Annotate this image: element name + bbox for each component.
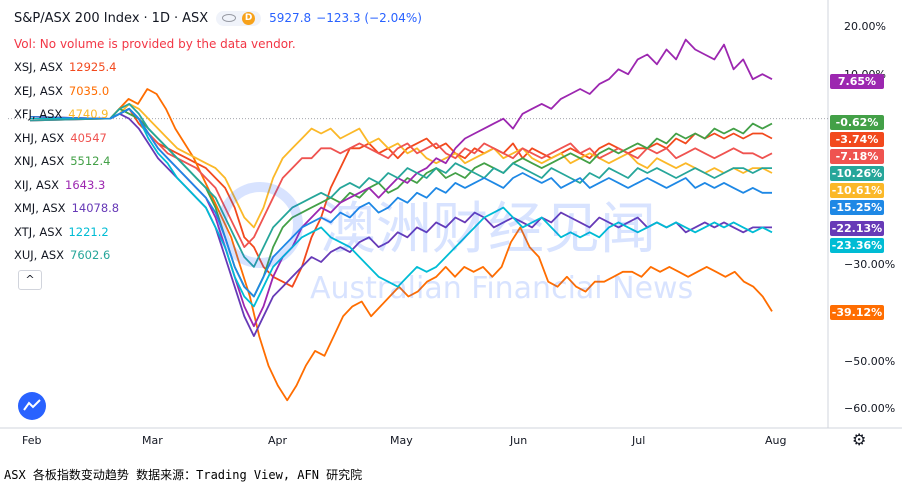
series-line-5 [109, 107, 773, 298]
series-line-1 [109, 107, 773, 288]
x-tick-label: May [390, 434, 413, 447]
price-chart [0, 0, 902, 429]
legend-item[interactable]: XMJ, ASX 14078.8 [14, 201, 119, 215]
legend-symbol: XUJ, ASX [14, 248, 65, 262]
series-line-8 [109, 107, 773, 308]
series-line-3 [109, 103, 773, 229]
last-value-tag: -7.18% [830, 148, 884, 164]
legend-value: 7602.6 [70, 248, 111, 262]
series-line-10 [109, 107, 772, 298]
gear-icon[interactable]: ⚙ [852, 430, 867, 449]
cloud-icon [23, 399, 41, 411]
legend-value: 5512.4 [70, 154, 111, 168]
legend-symbol: XIJ, ASX [14, 177, 60, 192]
legend-item[interactable]: XUJ, ASX 7602.6 [14, 248, 110, 262]
legend-symbol: XFJ, ASX [14, 107, 63, 121]
legend-item[interactable]: XNJ, ASX 5512.4 [14, 154, 110, 168]
legend-value: 12925.4 [68, 60, 117, 74]
legend-symbol: XEJ, ASX [14, 83, 63, 98]
separator: · [143, 10, 148, 26]
delayed-badge: D [242, 11, 256, 25]
legend-item[interactable]: XFJ, ASX 4740.9 [14, 107, 109, 121]
series-line-4 [109, 107, 773, 249]
tradingview-logo-button[interactable] [18, 392, 46, 420]
collapse-legend-button[interactable]: ^ [18, 270, 42, 290]
last-value-tag: -39.12% [830, 304, 884, 320]
legend-value: 1643.3 [65, 177, 106, 192]
interval-label[interactable]: 1D [151, 10, 170, 26]
y-tick-label: −50.00% [844, 355, 896, 368]
last-value-tag: -15.25% [830, 199, 884, 215]
exchange-label: ASX [182, 10, 209, 26]
volume-note: Vol: No volume is provided by the data v… [14, 37, 296, 51]
last-value-tag: 7.65% [830, 73, 884, 89]
x-tick-label: Jun [510, 434, 528, 447]
legend-symbol: XTJ, ASX [14, 224, 63, 239]
y-tick-label: 20.00% [844, 20, 886, 33]
y-tick-label: −30.00% [844, 258, 896, 271]
legend-value: 7035.0 [68, 83, 110, 98]
series-line-6 [109, 38, 773, 328]
x-tick-label: Apr [268, 434, 288, 447]
legend-value: 40547 [70, 130, 107, 145]
series-line-9 [109, 103, 772, 268]
last-value-tag: -22.13% [830, 221, 884, 237]
separator: · [173, 10, 179, 26]
x-tick-label: Jul [632, 434, 646, 447]
last-value-tag: -0.62% [830, 114, 884, 130]
x-tick-label: Aug [765, 434, 787, 447]
last-value-tag: -10.61% [830, 182, 884, 198]
last-value-tag: -3.74% [830, 131, 884, 147]
chart-area: 澳洲财经见闻 Australian Financial News S&P/ASX… [0, 0, 902, 449]
legend-item[interactable]: XEJ, ASX 7035.0 [14, 84, 109, 98]
legend-symbol: XNJ, ASX [14, 154, 65, 168]
legend-item[interactable]: XHJ, ASX 40547 [14, 131, 107, 145]
legend-symbol: XMJ, ASX [14, 201, 66, 215]
legend-item[interactable]: XSJ, ASX 12925.4 [14, 60, 117, 74]
chevron-up-icon: ^ [25, 273, 35, 286]
series-lead-10 [29, 115, 111, 120]
chart-header: S&P/ASX 200 Index · 1D · ASX D 5927.8 −1… [14, 8, 422, 28]
figure-caption: ASX 各板指数变动趋势 数据来源：Trading View, AFN 研究院 [4, 468, 363, 482]
legend-item[interactable]: XIJ, ASX 1643.3 [14, 178, 105, 192]
legend-item[interactable]: XTJ, ASX 1221.2 [14, 225, 109, 239]
series-line-2 [109, 88, 773, 402]
legend-value: 4740.9 [68, 107, 109, 121]
last-value-tag: -10.26% [830, 165, 884, 181]
x-tick-label: Feb [22, 434, 42, 447]
eye-icon[interactable] [222, 14, 237, 22]
last-value-tag: -23.36% [830, 238, 884, 254]
legend-symbol: XHJ, ASX [14, 130, 65, 145]
legend-symbol: XSJ, ASX [14, 60, 63, 74]
price-change: −123.3 (−2.04%) [316, 11, 422, 25]
symbol-title[interactable]: S&P/ASX 200 Index [14, 10, 140, 26]
y-tick-label: −60.00% [844, 402, 896, 415]
legend-value: 1221.2 [68, 224, 109, 239]
legend-value: 14078.8 [71, 201, 120, 215]
visibility-pill[interactable]: D [216, 10, 262, 26]
price-value: 5927.8 [269, 11, 312, 25]
x-tick-label: Mar [142, 434, 163, 447]
